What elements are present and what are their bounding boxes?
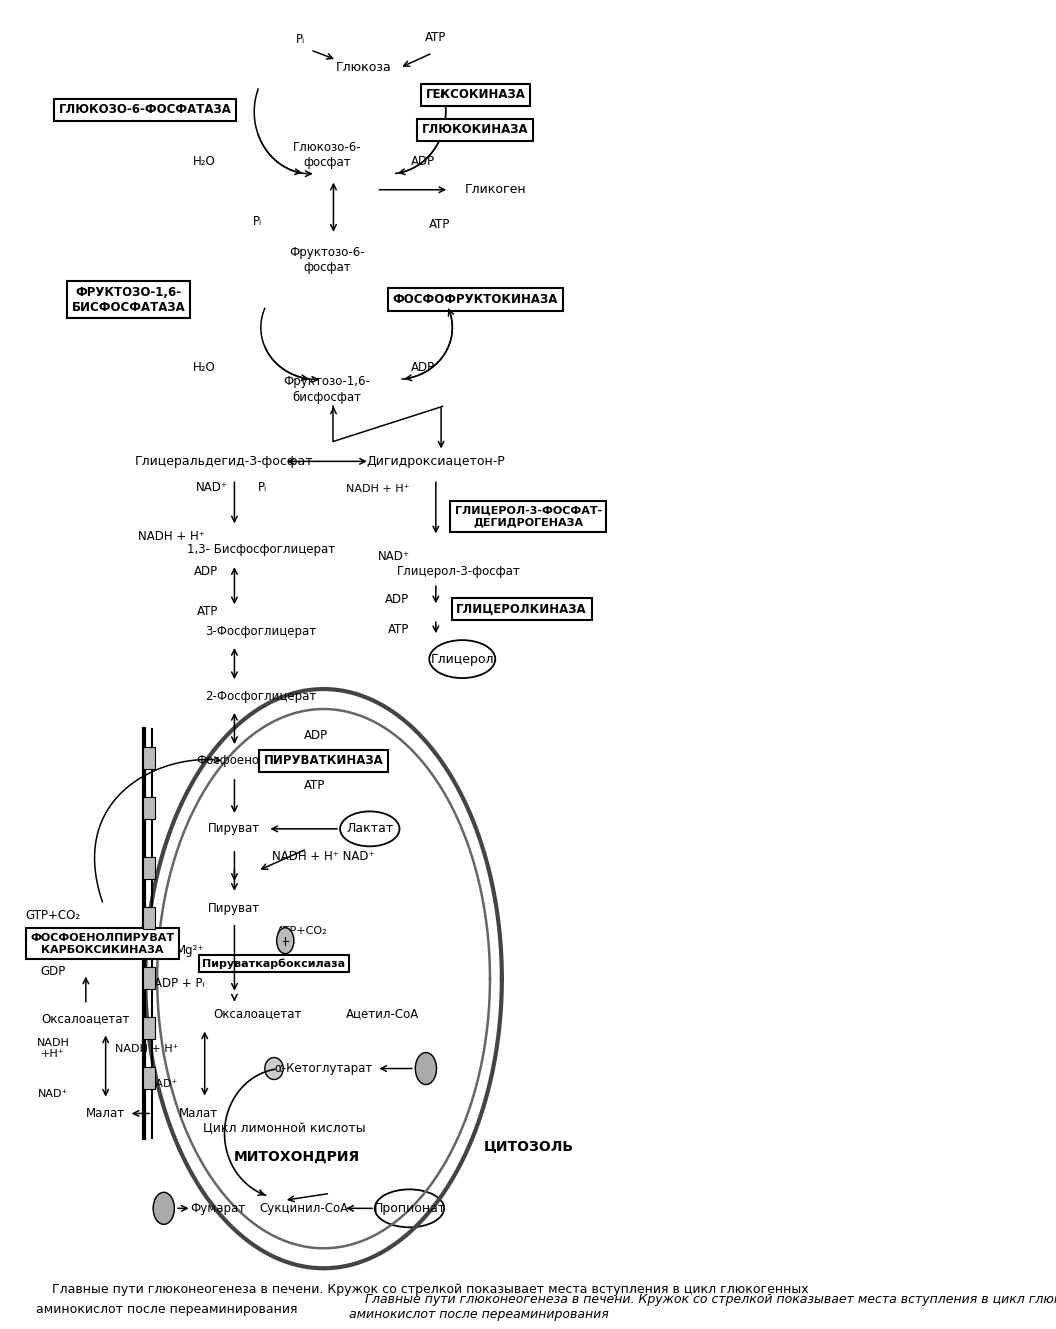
Text: Глицерол: Глицерол bbox=[431, 653, 494, 666]
Text: NADH + H⁺: NADH + H⁺ bbox=[346, 484, 410, 494]
Text: ATP: ATP bbox=[426, 32, 447, 44]
FancyBboxPatch shape bbox=[143, 1017, 154, 1038]
Circle shape bbox=[415, 1053, 436, 1084]
Text: Ацетил-СоА: Ацетил-СоА bbox=[346, 1007, 419, 1021]
Text: Малат: Малат bbox=[87, 1107, 126, 1120]
Text: Pᵢ: Pᵢ bbox=[296, 33, 305, 47]
Text: МИТОХОНДРИЯ: МИТОХОНДРИЯ bbox=[234, 1150, 360, 1163]
Text: ГЛИЦЕРОЛКИНАЗА: ГЛИЦЕРОЛКИНАЗА bbox=[456, 602, 587, 615]
FancyBboxPatch shape bbox=[143, 966, 154, 989]
Text: ATP: ATP bbox=[196, 605, 218, 618]
Text: Гликоген: Гликоген bbox=[465, 183, 526, 197]
Text: Пропионат: Пропионат bbox=[373, 1201, 446, 1215]
Text: Пируват: Пируват bbox=[208, 823, 261, 836]
Text: GTP+CO₂: GTP+CO₂ bbox=[25, 909, 80, 922]
Text: Оксалоацетат: Оксалоацетат bbox=[213, 1007, 302, 1021]
Text: Глицеральдегид-3-фосфат: Глицеральдегид-3-фосфат bbox=[135, 455, 314, 468]
Text: ADP: ADP bbox=[411, 361, 435, 373]
Text: 3-Фосфоглицерат: 3-Фосфоглицерат bbox=[205, 625, 317, 638]
Text: ФРУКТОЗО-1,6-
БИСФОСФАТАЗА: ФРУКТОЗО-1,6- БИСФОСФАТАЗА bbox=[72, 286, 186, 314]
Text: NADH
+H⁺: NADH +H⁺ bbox=[36, 1038, 70, 1059]
FancyBboxPatch shape bbox=[143, 797, 154, 819]
Text: Pᵢ: Pᵢ bbox=[253, 215, 262, 229]
Text: 2-Фосфоглицерат: 2-Фосфоглицерат bbox=[205, 690, 317, 703]
Text: Глюкоза: Глюкоза bbox=[336, 61, 391, 74]
Circle shape bbox=[277, 928, 294, 954]
Text: ФОСФОЕНОЛПИРУВАТ
КАРБОКСИКИНАЗА: ФОСФОЕНОЛПИРУВАТ КАРБОКСИКИНАЗА bbox=[31, 933, 174, 954]
Text: H₂O: H₂O bbox=[193, 155, 216, 169]
Text: Фруктозо-1,6-
бисфосфат: Фруктозо-1,6- бисфосфат bbox=[283, 375, 371, 404]
Text: ATP: ATP bbox=[429, 218, 450, 231]
Text: Фосфоенолпируват: Фосфоенолпируват bbox=[196, 755, 319, 767]
FancyBboxPatch shape bbox=[143, 857, 154, 878]
Text: ГЛИЦЕРОЛ-3-ФОСФАТ-
ДЕГИДРОГЕНАЗА: ГЛИЦЕРОЛ-3-ФОСФАТ- ДЕГИДРОГЕНАЗА bbox=[455, 505, 602, 528]
Text: GDP: GDP bbox=[40, 965, 65, 978]
Text: ПИРУВАТКИНАЗА: ПИРУВАТКИНАЗА bbox=[264, 755, 383, 767]
Text: Дигидроксиацетон-Р: Дигидроксиацетон-Р bbox=[366, 455, 505, 468]
FancyBboxPatch shape bbox=[143, 1067, 154, 1088]
Text: Главные пути глюконеогенеза в печени. Кружок со стрелкой показывает места вступл: Главные пути глюконеогенеза в печени. Кр… bbox=[36, 1284, 809, 1296]
Text: NAD⁺: NAD⁺ bbox=[38, 1088, 68, 1099]
Ellipse shape bbox=[265, 1058, 283, 1079]
Text: NAD⁺: NAD⁺ bbox=[195, 481, 228, 494]
Circle shape bbox=[153, 1192, 174, 1224]
Text: Фруктозо-6-
фосфат: Фруктозо-6- фосфат bbox=[289, 246, 364, 274]
Text: ГЛЮКОКИНАЗА: ГЛЮКОКИНАЗА bbox=[422, 124, 529, 137]
Text: ATP+CO₂: ATP+CO₂ bbox=[278, 926, 328, 936]
Text: Фумарат: Фумарат bbox=[190, 1201, 245, 1215]
Text: 1,3- Бисфосфоглицерат: 1,3- Бисфосфоглицерат bbox=[187, 542, 335, 556]
Text: ГЛЮКОЗО-6-ФОСФАТАЗА: ГЛЮКОЗО-6-ФОСФАТАЗА bbox=[59, 104, 231, 117]
Text: Лактат: Лактат bbox=[346, 823, 394, 836]
Text: Mg²⁺: Mg²⁺ bbox=[176, 944, 205, 957]
Text: ADP + Pᵢ: ADP + Pᵢ bbox=[154, 977, 205, 990]
Text: α-Кетоглутарат: α-Кетоглутарат bbox=[275, 1062, 373, 1075]
Text: ADP: ADP bbox=[304, 730, 327, 743]
Text: ATP: ATP bbox=[304, 779, 325, 792]
Text: ГЕКСОКИНАЗА: ГЕКСОКИНАЗА bbox=[426, 88, 526, 101]
Text: ADP: ADP bbox=[194, 565, 218, 578]
Text: Pᵢ: Pᵢ bbox=[258, 481, 267, 494]
Text: Глюкозо-6-
фосфат: Глюкозо-6- фосфат bbox=[293, 141, 361, 169]
Text: Цикл лимонной кислоты: Цикл лимонной кислоты bbox=[203, 1122, 365, 1135]
Text: Пируват: Пируват bbox=[208, 902, 261, 916]
Text: NAD⁺: NAD⁺ bbox=[148, 1079, 178, 1088]
Text: Малат: Малат bbox=[178, 1107, 218, 1120]
Text: H₂O: H₂O bbox=[193, 361, 216, 373]
Text: Пируваткарбоксилаза: Пируваткарбоксилаза bbox=[203, 958, 345, 969]
Text: ADP: ADP bbox=[385, 593, 410, 606]
Text: Главные пути глюконеогенеза в печени. Кружок со стрелкой показывает места вступл: Главные пути глюконеогенеза в печени. Кр… bbox=[348, 1293, 1056, 1321]
Text: Глицерол-3-фосфат: Глицерол-3-фосфат bbox=[397, 565, 521, 578]
Text: ФОСФОФРУКТОКИНАЗА: ФОСФОФРУКТОКИНАЗА bbox=[393, 294, 559, 306]
Text: Сукцинил-СоА: Сукцинил-СоА bbox=[259, 1201, 348, 1215]
Text: NADH + H⁺: NADH + H⁺ bbox=[115, 1043, 178, 1054]
FancyBboxPatch shape bbox=[143, 906, 154, 929]
Text: NADH + H⁺ NAD⁺: NADH + H⁺ NAD⁺ bbox=[272, 851, 375, 864]
Text: NAD⁺: NAD⁺ bbox=[377, 550, 410, 562]
Text: ЦИТОЗОЛЬ: ЦИТОЗОЛЬ bbox=[484, 1139, 573, 1154]
Text: Оксалоацетат: Оксалоацетат bbox=[41, 1013, 130, 1025]
Text: аминокислот после переаминирования: аминокислот после переаминирования bbox=[36, 1304, 298, 1316]
Text: NADH + H⁺: NADH + H⁺ bbox=[138, 530, 205, 542]
Text: ADP: ADP bbox=[411, 155, 435, 169]
Text: ATP: ATP bbox=[388, 623, 410, 635]
FancyBboxPatch shape bbox=[143, 747, 154, 769]
